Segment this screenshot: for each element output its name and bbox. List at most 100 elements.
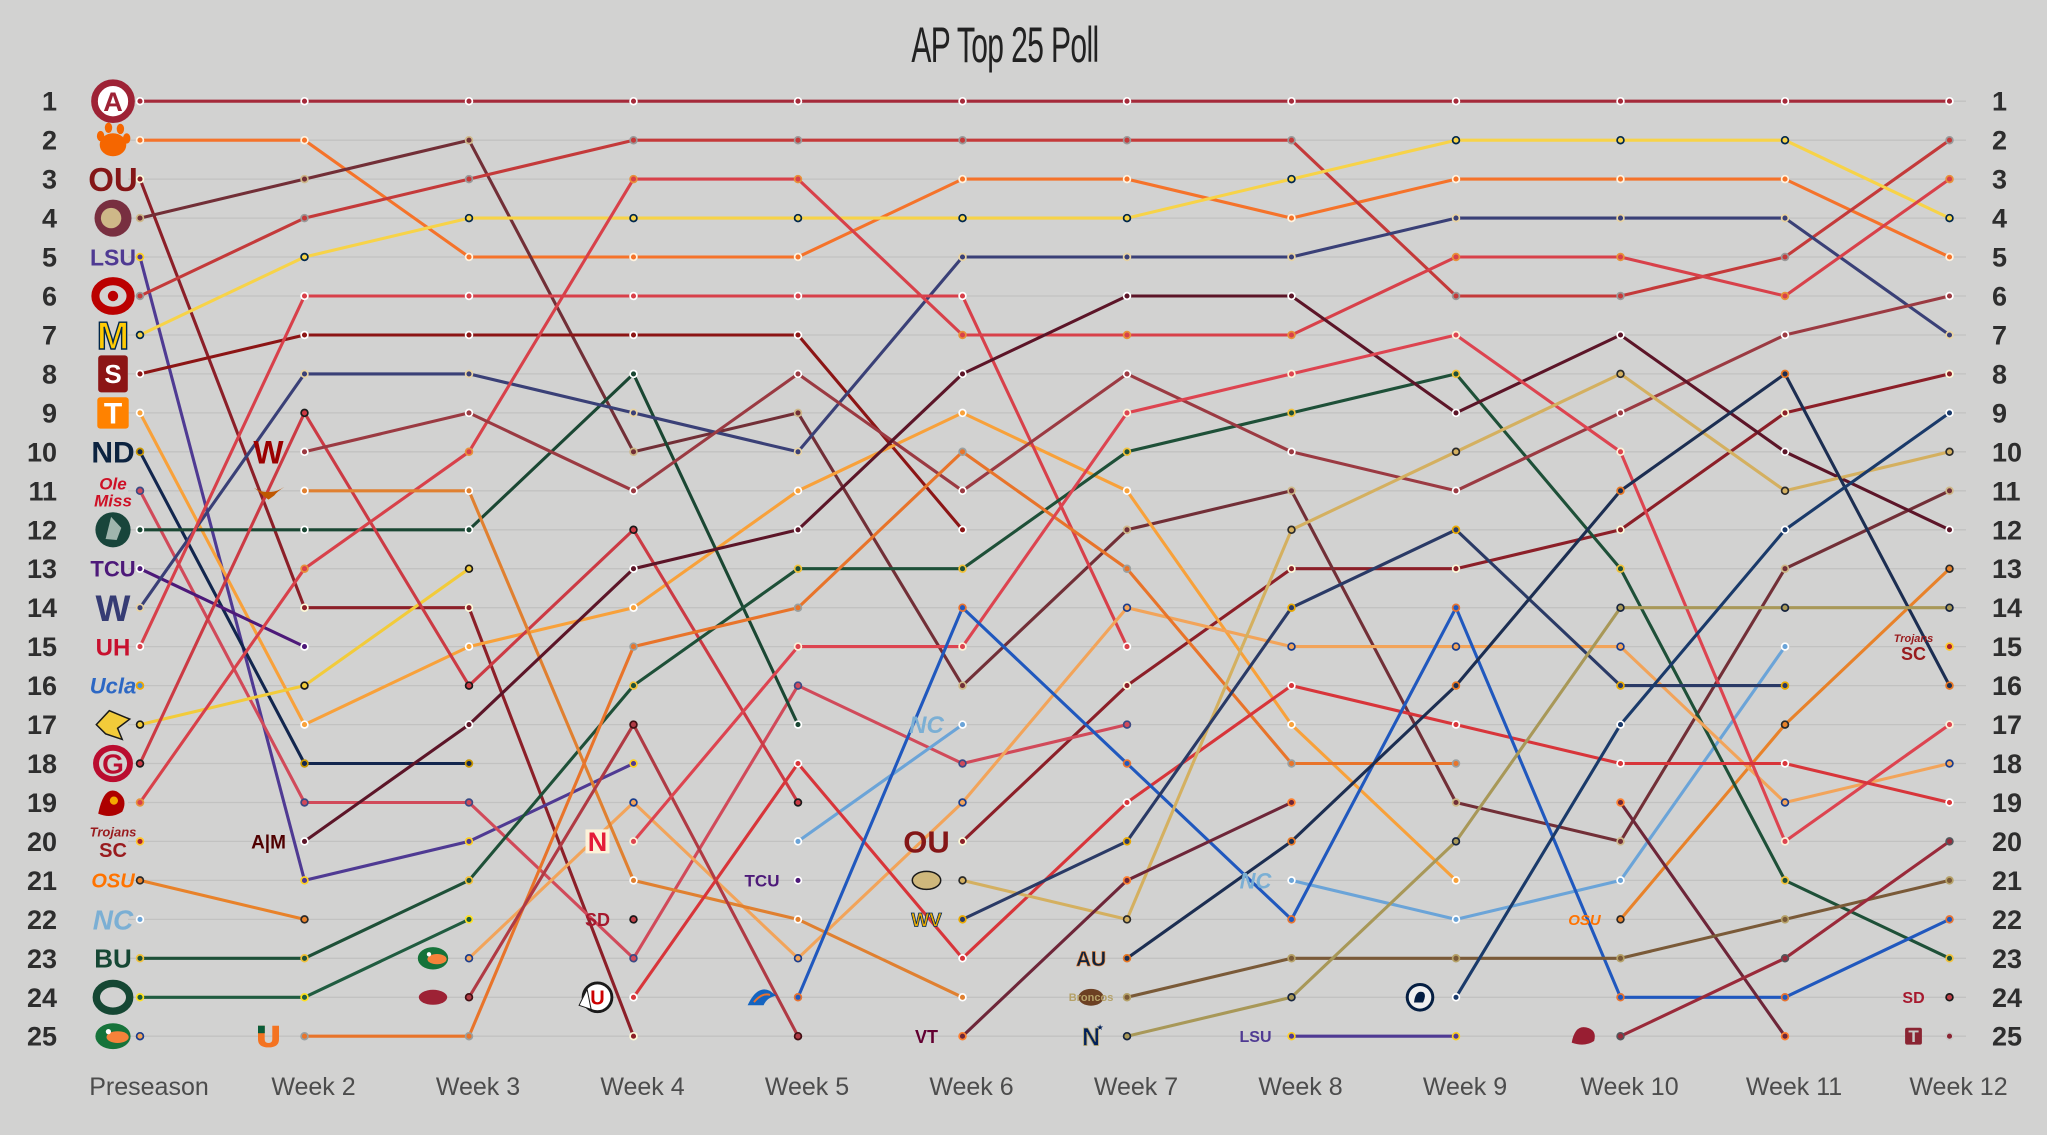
- svg-text:SD: SD: [1902, 990, 1924, 1007]
- svg-text:15: 15: [1992, 632, 2022, 662]
- svg-text:19: 19: [1992, 788, 2022, 818]
- svg-text:5: 5: [42, 243, 57, 273]
- svg-text:TCU: TCU: [745, 871, 780, 890]
- svg-text:20: 20: [27, 827, 57, 857]
- svg-text:Week 2: Week 2: [271, 1073, 355, 1101]
- svg-text:22: 22: [27, 905, 57, 935]
- svg-text:S: S: [104, 359, 121, 389]
- svg-text:4: 4: [42, 204, 57, 234]
- svg-text:10: 10: [27, 437, 57, 467]
- svg-text:Week 6: Week 6: [929, 1073, 1013, 1101]
- svg-text:2: 2: [42, 126, 57, 156]
- svg-text:3: 3: [1992, 165, 2007, 195]
- svg-text:Week 8: Week 8: [1258, 1073, 1342, 1101]
- svg-text:A|M: A|M: [251, 832, 286, 853]
- svg-text:17: 17: [27, 710, 57, 740]
- svg-text:12: 12: [27, 515, 57, 545]
- svg-text:SC: SC: [1901, 644, 1926, 664]
- svg-text:18: 18: [27, 749, 57, 779]
- svg-text:Week 5: Week 5: [765, 1073, 849, 1101]
- svg-text:18: 18: [1992, 749, 2022, 779]
- svg-text:6: 6: [42, 282, 57, 312]
- svg-text:9: 9: [42, 398, 57, 428]
- svg-text:4: 4: [1992, 204, 2007, 234]
- svg-text:N: N: [588, 827, 608, 857]
- svg-text:21: 21: [27, 866, 57, 896]
- svg-text:Ole: Ole: [99, 474, 126, 493]
- svg-text:Miss: Miss: [94, 491, 132, 510]
- svg-text:UH: UH: [96, 634, 131, 661]
- svg-text:12: 12: [1992, 515, 2022, 545]
- svg-text:24: 24: [27, 983, 57, 1013]
- svg-text:NC: NC: [93, 904, 134, 935]
- svg-text:T: T: [104, 398, 122, 431]
- svg-text:OU: OU: [88, 161, 138, 198]
- svg-text:Broncos: Broncos: [1069, 992, 1114, 1004]
- svg-text:W: W: [96, 588, 131, 629]
- svg-text:U: U: [590, 987, 604, 1009]
- svg-text:M: M: [97, 315, 130, 358]
- svg-text:G: G: [102, 749, 124, 780]
- svg-text:NC: NC: [909, 712, 944, 739]
- svg-text:8: 8: [1992, 359, 2007, 389]
- svg-text:11: 11: [28, 476, 57, 506]
- svg-text:LSU: LSU: [90, 244, 136, 270]
- svg-text:Week 10: Week 10: [1580, 1073, 1678, 1101]
- svg-text:8: 8: [42, 359, 57, 389]
- svg-text:LSU: LSU: [1240, 1029, 1272, 1046]
- svg-text:7: 7: [42, 321, 57, 351]
- svg-text:1: 1: [1992, 87, 2007, 117]
- svg-text:3: 3: [42, 165, 57, 195]
- svg-text:A: A: [103, 87, 123, 117]
- svg-text:OSU: OSU: [1568, 912, 1602, 929]
- svg-text:N: N: [1082, 1023, 1100, 1051]
- svg-text:13: 13: [1992, 554, 2022, 584]
- svg-text:1: 1: [42, 87, 57, 117]
- svg-text:Trojans: Trojans: [1894, 633, 1934, 645]
- svg-text:20: 20: [1992, 827, 2022, 857]
- svg-text:14: 14: [1992, 593, 2022, 623]
- svg-text:24: 24: [1992, 983, 2022, 1013]
- svg-text:17: 17: [1992, 710, 2022, 740]
- svg-text:11: 11: [1992, 476, 2021, 506]
- svg-text:25: 25: [1992, 1022, 2022, 1052]
- svg-text:23: 23: [27, 944, 57, 974]
- svg-text:WV: WV: [911, 910, 942, 931]
- svg-text:T: T: [1908, 1027, 1919, 1046]
- svg-text:ND: ND: [91, 437, 134, 470]
- svg-text:AU: AU: [1076, 948, 1106, 971]
- svg-text:AP Top 25 Poll: AP Top 25 Poll: [911, 17, 1098, 73]
- svg-text:16: 16: [27, 671, 57, 701]
- svg-text:7: 7: [1992, 321, 2007, 351]
- svg-text:19: 19: [27, 788, 57, 818]
- svg-text:SC: SC: [99, 840, 127, 862]
- svg-text:Week 3: Week 3: [436, 1073, 520, 1101]
- svg-text:16: 16: [1992, 671, 2022, 701]
- svg-text:VT: VT: [915, 1027, 938, 1047]
- svg-text:Week 4: Week 4: [600, 1073, 684, 1101]
- svg-text:Preseason: Preseason: [89, 1073, 209, 1101]
- svg-text:Trojans: Trojans: [90, 824, 137, 839]
- svg-text:23: 23: [1992, 944, 2022, 974]
- svg-text:5: 5: [1992, 243, 2007, 273]
- svg-text:Week 9: Week 9: [1423, 1073, 1507, 1101]
- svg-text:NC: NC: [1240, 869, 1273, 894]
- svg-text:OSU: OSU: [91, 871, 135, 893]
- svg-text:13: 13: [27, 554, 57, 584]
- svg-text:9: 9: [1992, 398, 2007, 428]
- svg-text:Week 7: Week 7: [1094, 1073, 1178, 1101]
- svg-text:6: 6: [1992, 282, 2007, 312]
- svg-text:10: 10: [1992, 437, 2022, 467]
- svg-text:22: 22: [1992, 905, 2022, 935]
- svg-text:W: W: [253, 434, 284, 470]
- svg-text:Week 12: Week 12: [1909, 1073, 2007, 1101]
- svg-text:BU: BU: [94, 944, 132, 974]
- svg-text:Ucla: Ucla: [90, 674, 136, 699]
- svg-text:★: ★: [1097, 1023, 1104, 1032]
- svg-text:14: 14: [27, 593, 57, 623]
- svg-text:2: 2: [1992, 126, 2007, 156]
- svg-text:25: 25: [27, 1022, 57, 1052]
- svg-text:OU: OU: [903, 824, 950, 859]
- svg-text:TCU: TCU: [90, 557, 135, 582]
- svg-text:21: 21: [1992, 866, 2022, 896]
